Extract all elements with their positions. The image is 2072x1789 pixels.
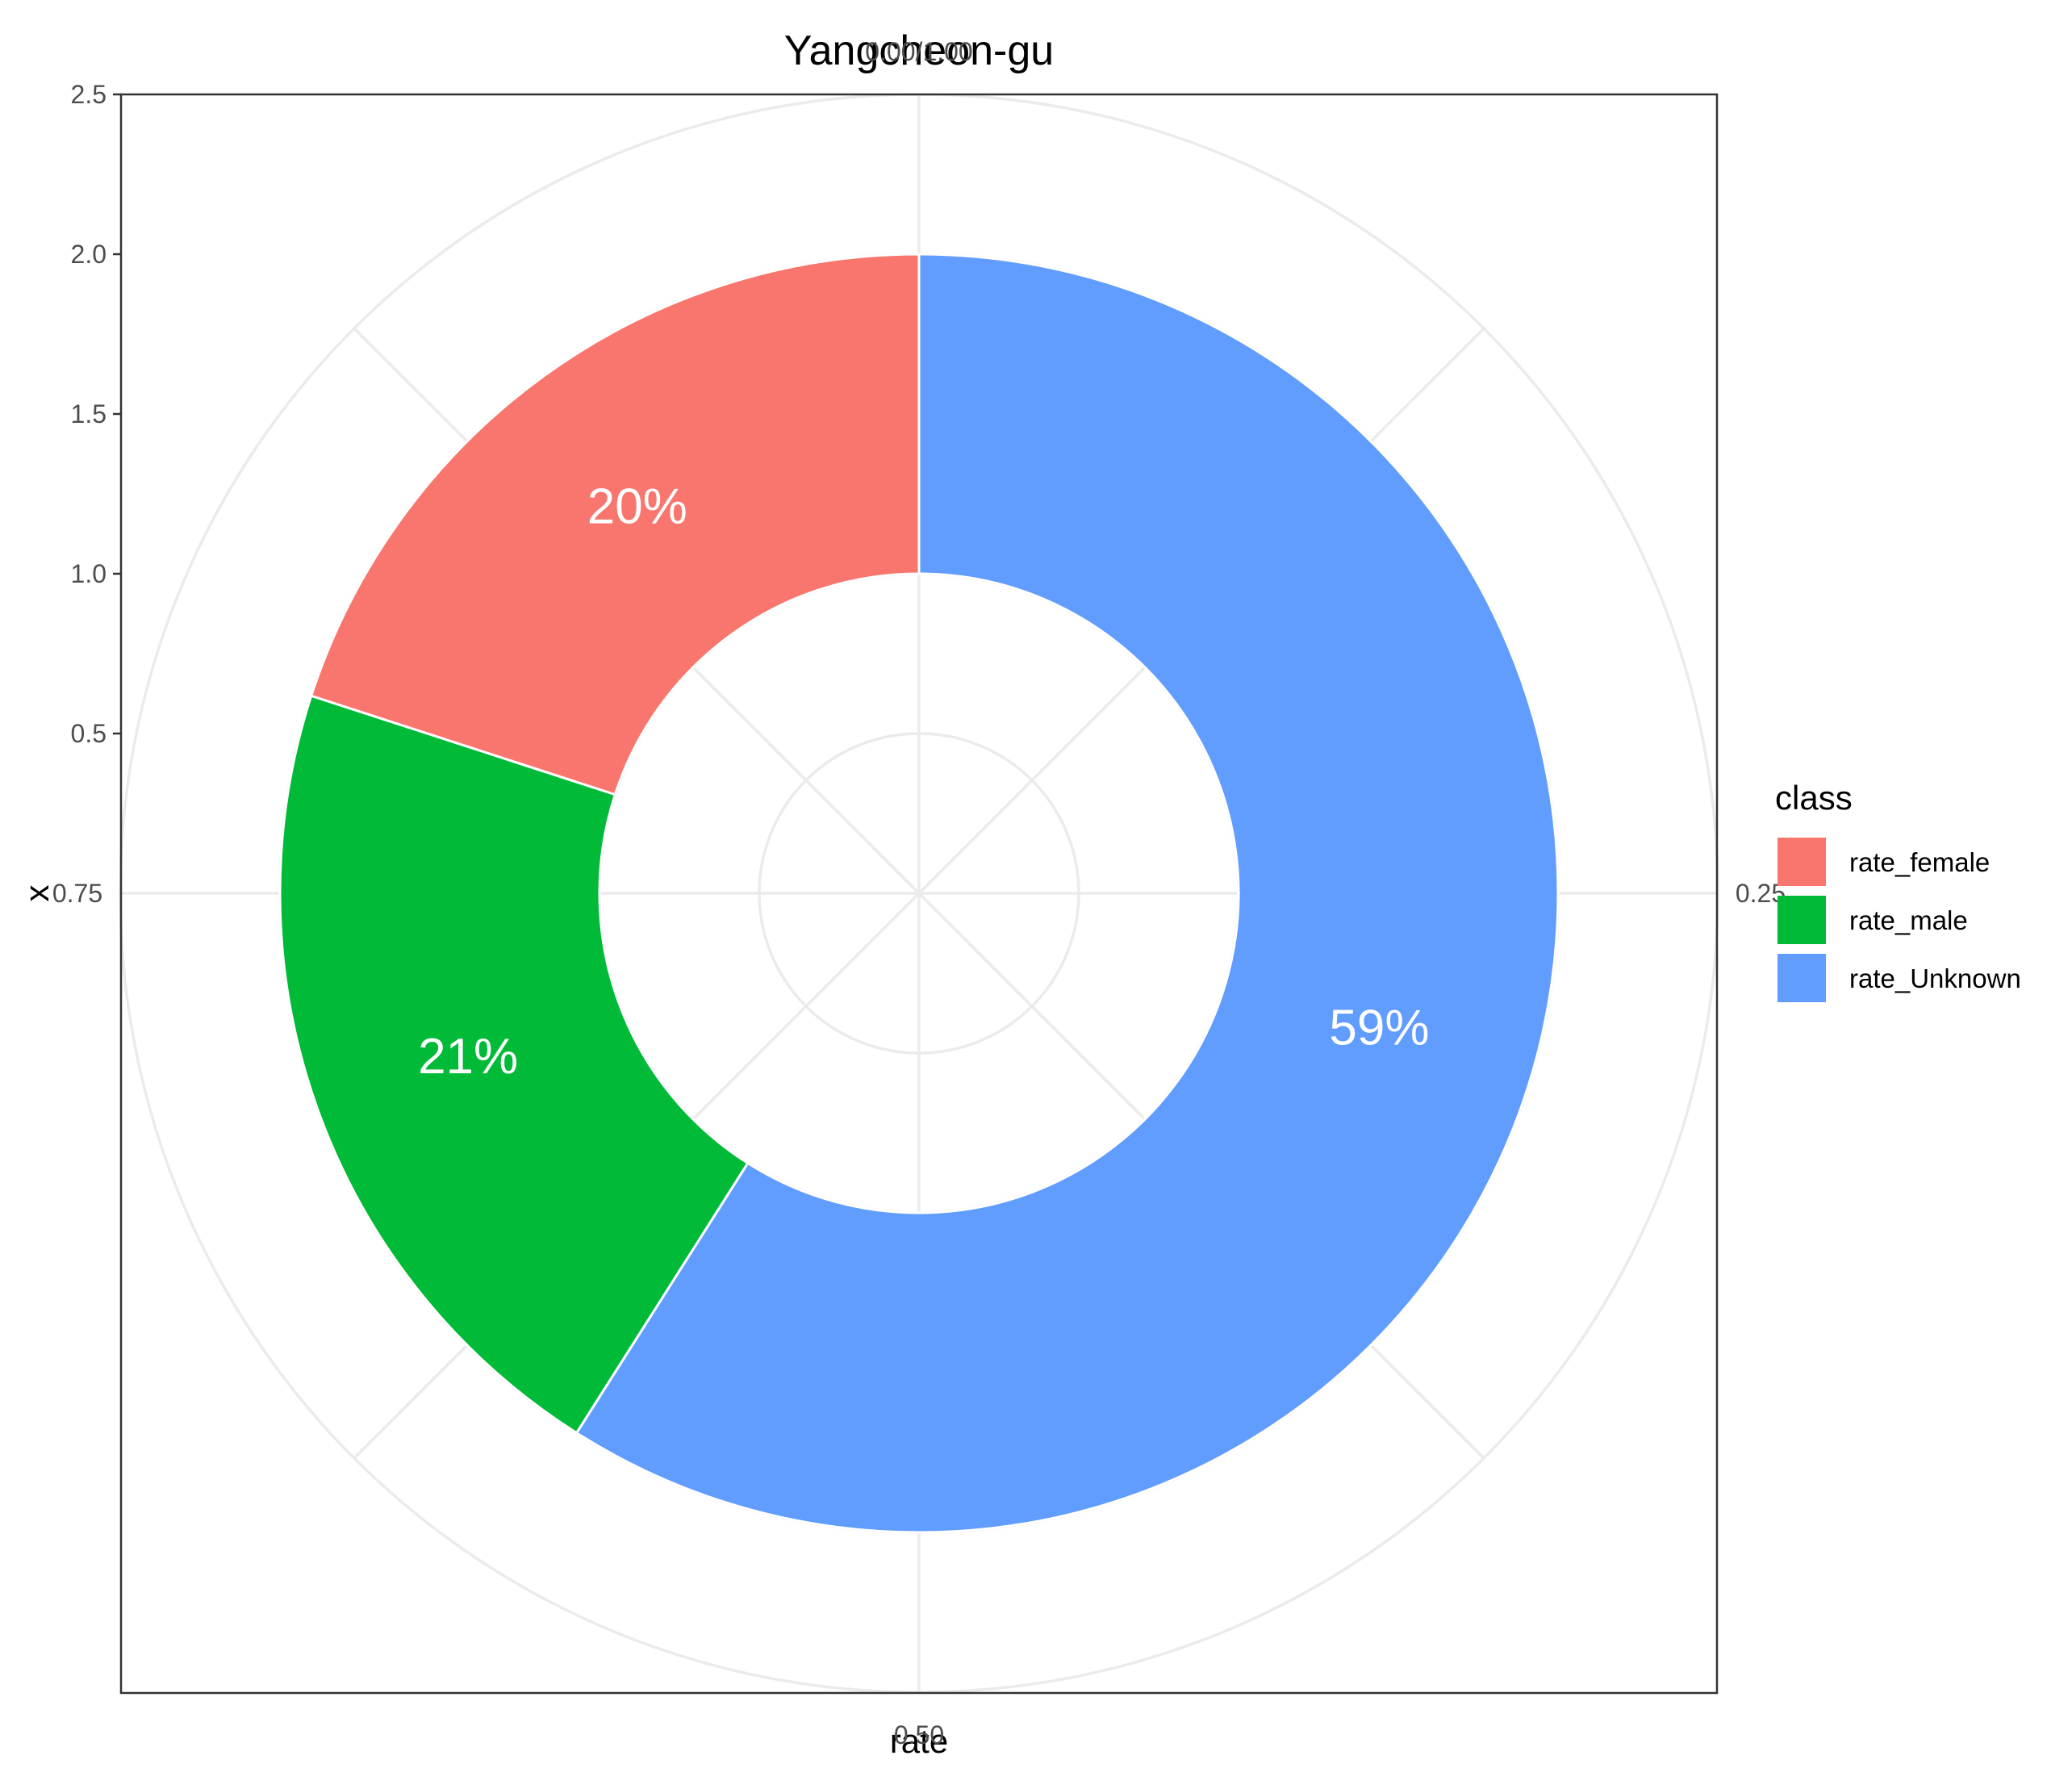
y-axis-title: x: [18, 885, 56, 902]
legend-key-rate_female: [1777, 838, 1826, 886]
chart-title: Yangcheon-gu: [784, 27, 1054, 74]
radial-tick-label-0.5: 0.5: [71, 719, 107, 748]
radial-tick-label-2.0: 2.0: [71, 240, 107, 269]
data-label-rate_female: 20%: [587, 479, 687, 534]
data-label-rate_Unknown: 59%: [1329, 1001, 1429, 1056]
radial-tick-label-1.5: 1.5: [71, 399, 107, 428]
radial-tick-label-2.5: 2.5: [71, 80, 107, 109]
slice-rate_female: [309, 253, 921, 796]
panel-border: [119, 93, 1719, 1695]
legend-label-rate_female: rate_female: [1849, 847, 1990, 877]
radial-tick-label-1.0: 1.0: [71, 559, 107, 588]
legend-label-rate_Unknown: rate_Unknown: [1849, 963, 2021, 993]
legend-key-rate_male: [1777, 896, 1826, 944]
x-axis-title: rate: [890, 1722, 948, 1760]
theta-tick-label-2: 0.50: [894, 1720, 944, 1749]
slice-rate_male: [278, 694, 750, 1435]
theta-tick-label-1: 0.25: [1736, 879, 1786, 908]
slice-rate_Unknown: [574, 253, 1560, 1534]
legend-title: class: [1775, 779, 1853, 817]
theta-tick-label-0: 0.00/1.00: [865, 37, 972, 66]
theta-tick-label-3: 0.75: [52, 879, 102, 908]
legend-label-rate_male: rate_male: [1849, 905, 1968, 935]
data-label-rate_male: 21%: [418, 1029, 518, 1085]
legend-key-rate_Unknown: [1777, 954, 1826, 1002]
